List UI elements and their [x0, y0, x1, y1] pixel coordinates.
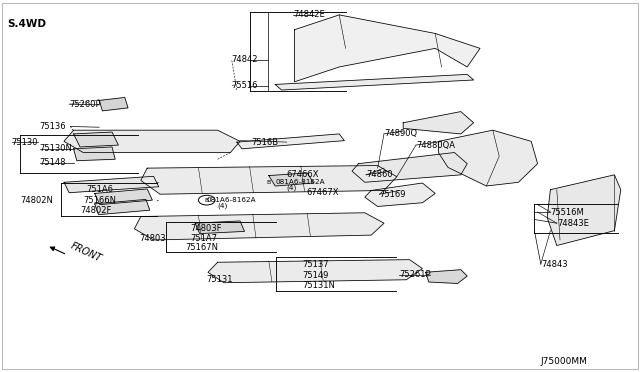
Polygon shape [426, 270, 467, 283]
Text: 751A7: 751A7 [191, 234, 218, 243]
Text: 74802F: 74802F [80, 206, 111, 215]
Polygon shape [64, 176, 159, 193]
Text: B: B [266, 180, 270, 185]
Polygon shape [438, 130, 538, 186]
Text: 75131: 75131 [206, 275, 232, 284]
Polygon shape [195, 221, 244, 234]
Text: 74843E: 74843E [557, 219, 589, 228]
Text: 75166N: 75166N [83, 196, 116, 205]
Text: 75516M: 75516M [550, 208, 584, 217]
Text: 74880QA: 74880QA [416, 141, 455, 150]
Text: 75149: 75149 [302, 271, 328, 280]
Polygon shape [547, 175, 621, 246]
Text: 74802N: 74802N [20, 196, 53, 205]
Text: 75130N: 75130N [40, 144, 72, 153]
Polygon shape [352, 153, 467, 182]
Polygon shape [141, 166, 397, 194]
Polygon shape [275, 74, 474, 90]
Text: 75137: 75137 [302, 260, 329, 269]
Polygon shape [294, 15, 480, 82]
Text: 74842E: 74842E [293, 10, 325, 19]
Text: 75131N: 75131N [302, 281, 335, 290]
Text: 74842: 74842 [232, 55, 258, 64]
Polygon shape [403, 112, 474, 134]
Text: 7516B: 7516B [252, 138, 278, 147]
Text: J75000MM: J75000MM [541, 357, 588, 366]
Polygon shape [208, 260, 422, 283]
Text: 75261P: 75261P [399, 270, 431, 279]
Polygon shape [64, 130, 240, 153]
Text: (4): (4) [287, 185, 297, 192]
Polygon shape [99, 97, 128, 111]
Text: 74803F: 74803F [191, 224, 222, 233]
Text: S.4WD: S.4WD [8, 19, 47, 29]
Polygon shape [365, 183, 435, 206]
Text: 74860: 74860 [366, 170, 393, 179]
Text: 75516: 75516 [232, 81, 258, 90]
Text: 74843: 74843 [541, 260, 568, 269]
Text: 75148: 75148 [40, 158, 66, 167]
Polygon shape [269, 173, 314, 186]
Polygon shape [134, 213, 384, 240]
Text: (4): (4) [218, 203, 228, 209]
Polygon shape [74, 147, 115, 161]
Text: 74803: 74803 [140, 234, 166, 243]
Text: 75136: 75136 [40, 122, 67, 131]
Text: 75130: 75130 [12, 138, 38, 147]
Text: 75260P: 75260P [69, 100, 100, 109]
Polygon shape [237, 134, 344, 149]
Polygon shape [74, 132, 118, 147]
Text: FRONT: FRONT [69, 241, 104, 264]
Text: 67467X: 67467X [306, 188, 339, 197]
Text: 75167N: 75167N [186, 243, 219, 252]
Text: B: B [205, 198, 209, 203]
Text: 751A6: 751A6 [86, 185, 113, 194]
Text: 75169: 75169 [380, 190, 406, 199]
Text: 081A6-8162A: 081A6-8162A [207, 197, 257, 203]
Polygon shape [95, 189, 152, 205]
Text: 081A6-8162A: 081A6-8162A [275, 179, 325, 185]
Text: 74890Q: 74890Q [384, 129, 417, 138]
Text: 67466X: 67466X [287, 170, 319, 179]
Polygon shape [95, 199, 150, 215]
